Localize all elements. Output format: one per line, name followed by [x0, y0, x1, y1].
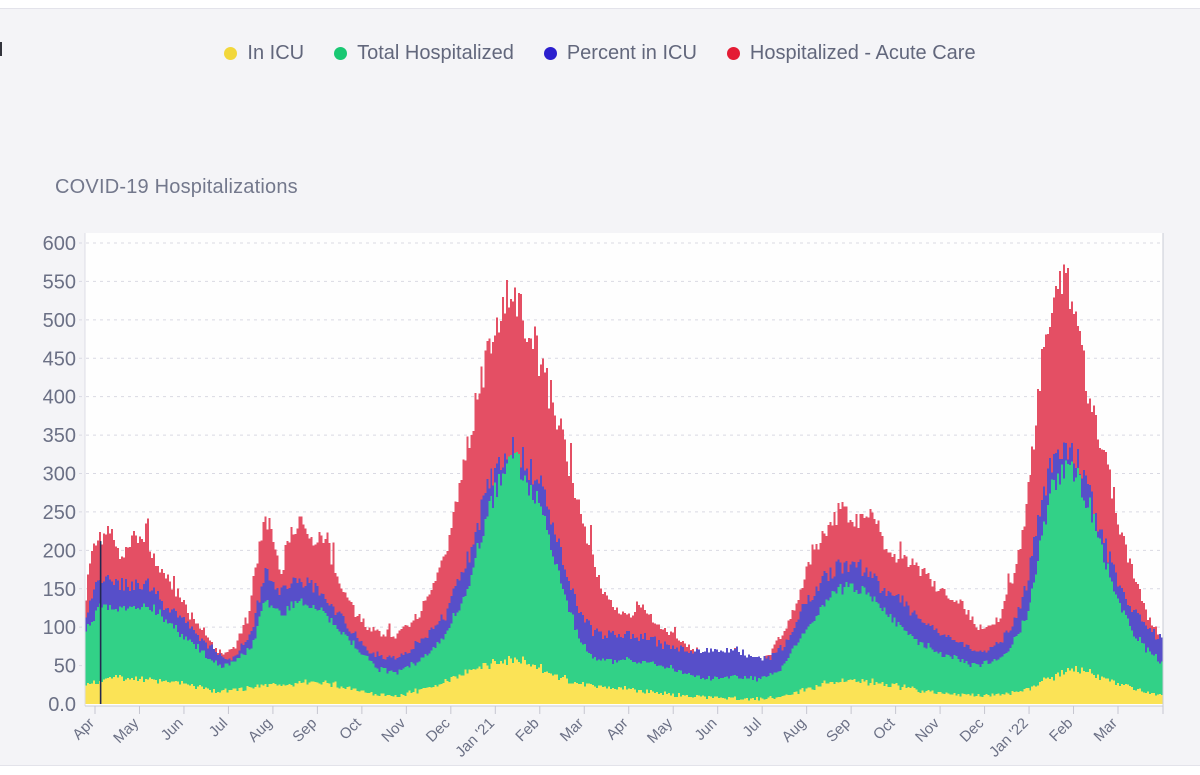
x-axis-label: Jan '21 [452, 715, 498, 761]
series-bars-hospitalized-acute-care [85, 264, 1163, 704]
y-axis-label: 50 [54, 656, 76, 678]
x-axis-label: Dec [423, 714, 454, 745]
x-axis-label: Feb [512, 715, 542, 745]
x-axis-label: Mar [557, 715, 587, 745]
y-axis-label: 150 [43, 579, 76, 601]
x-axis-label: Dec [957, 714, 988, 745]
legend-label: Hospitalized - Acute Care [749, 41, 976, 64]
legend-item-hospitalized-acute-care[interactable]: Hospitalized - Acute Care [726, 41, 976, 65]
legend-swatch-icon [224, 46, 238, 60]
page-footer-strip [0, 765, 1200, 775]
y-axis-label: 0.0 [48, 694, 76, 716]
chart-title: COVID-19 Hospitalizations [55, 176, 298, 198]
dark-spike [99, 541, 102, 704]
x-axis-label: Jun [691, 715, 720, 744]
chart-legend: In ICU Total Hospitalized Percent in ICU Ho… [0, 38, 1200, 68]
x-axis-label: Jan '22 [986, 715, 1032, 761]
x-axis-label: May [110, 714, 142, 746]
x-axis-label: Aug [779, 715, 810, 746]
x-axis-label: Jul [739, 715, 765, 741]
x-axis-label: Sep [289, 715, 320, 746]
x-axis-label: Nov [378, 714, 409, 745]
legend-label: Percent in ICU [566, 41, 697, 64]
x-axis-label: Nov [912, 714, 943, 745]
y-axis-label: 200 [43, 540, 76, 562]
x-axis-label: Jul [206, 715, 232, 741]
x-axis-label: Aug [245, 715, 276, 746]
legend-label: In ICU [247, 41, 305, 64]
y-axis-label: 550 [43, 271, 76, 293]
x-axis-label: Oct [870, 714, 899, 743]
y-axis-label: 450 [43, 348, 76, 370]
x-axis-label: Apr [603, 715, 632, 744]
series-bars-in-icu [85, 656, 1163, 704]
y-axis-label: 600 [43, 233, 76, 255]
x-axis-label: Apr [69, 715, 98, 744]
y-axis-label: 500 [43, 310, 76, 332]
y-axis-label: 300 [43, 464, 76, 486]
x-axis-label: Feb [1046, 715, 1076, 745]
y-axis-label: 250 [43, 502, 76, 524]
x-axis-label: May [644, 714, 676, 746]
legend-swatch-icon [543, 46, 557, 60]
y-axis-label: 100 [43, 617, 76, 639]
x-axis-label: Sep [823, 715, 854, 746]
legend-swatch-icon [334, 46, 348, 60]
series-bars-total-hospitalized [85, 451, 1163, 704]
x-axis-label: Oct [336, 714, 365, 743]
y-axis-label: 400 [43, 387, 76, 409]
browser-chrome-strip [0, 0, 1200, 9]
legend-item-percent-in-icu[interactable]: Percent in ICU [543, 41, 697, 65]
legend-item-in-icu[interactable]: In ICU [224, 42, 304, 65]
y-axis-label: 350 [43, 425, 76, 447]
window-edge-mark [0, 42, 2, 56]
x-axis-label: Mar [1091, 715, 1121, 745]
legend-swatch-icon [726, 46, 740, 60]
legend-item-total-hospitalized[interactable]: Total Hospitalized [334, 42, 514, 65]
x-axis-label: Jun [158, 715, 187, 744]
legend-label: Total Hospitalized [357, 41, 514, 64]
